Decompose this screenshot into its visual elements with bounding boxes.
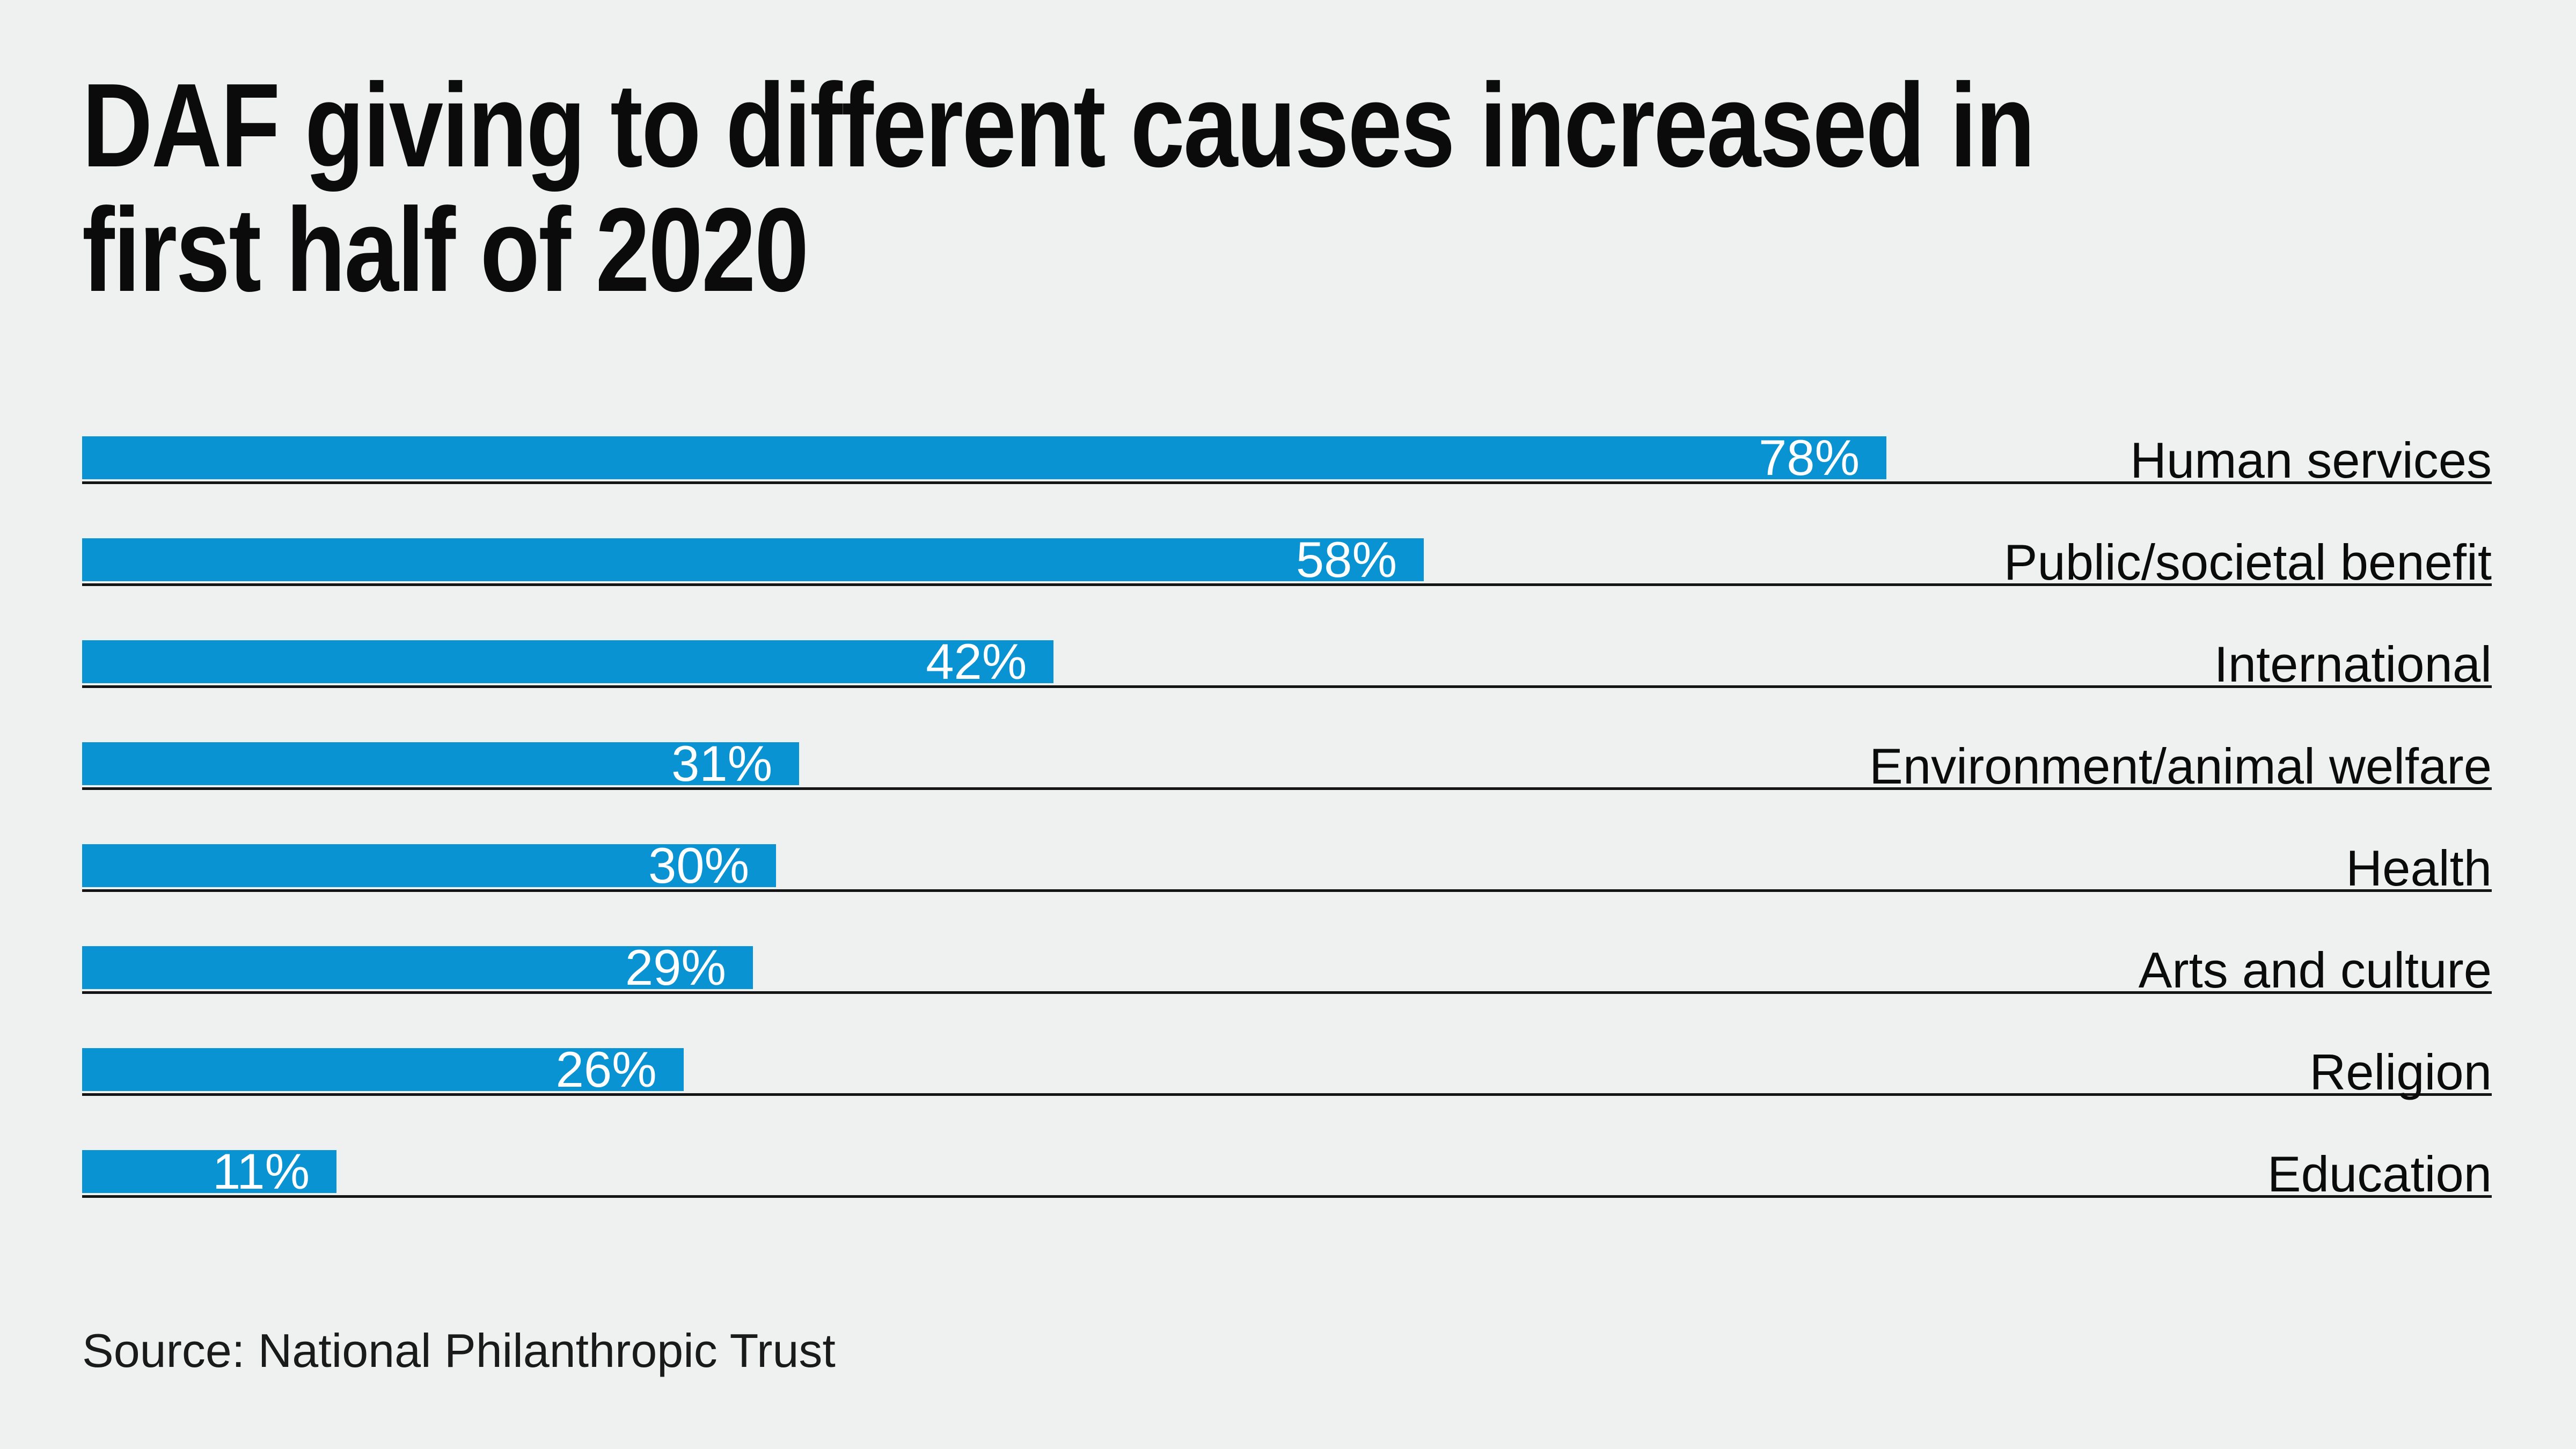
bar-health: 30% [82, 837, 777, 894]
bar-row-health: 30% Health [82, 837, 2492, 896]
bar-row-religion: 26% Religion [82, 1041, 2492, 1100]
value-label: 30% [648, 837, 750, 894]
bar-arts-and-culture: 29% [82, 939, 753, 996]
value-label: 42% [926, 633, 1027, 690]
row-underline [82, 481, 2492, 484]
category-label: Education [2267, 1146, 2492, 1202]
chart-title-line-2: first half of 2020 [82, 184, 809, 317]
row-underline [82, 889, 2492, 892]
value-label: 78% [1758, 429, 1860, 486]
row-underline [82, 787, 2492, 790]
category-label: Health [2346, 840, 2492, 896]
source-note: Source: National Philanthropic Trust [82, 1324, 836, 1377]
chart-title-line-1: DAF giving to different causes increased… [82, 59, 2035, 192]
bar-row-environment-animal-welfare: 31% Environment/animal welfare [82, 735, 2492, 794]
bar-row-international: 42% International [82, 633, 2492, 692]
value-label: 58% [1296, 531, 1397, 588]
bar-row-public-societal-benefit: 58% Public/societal benefit [82, 531, 2492, 590]
bar-human-services: 78% [82, 429, 1887, 486]
value-label: 11% [212, 1143, 310, 1199]
category-label: Religion [2309, 1044, 2492, 1100]
bar-religion: 26% [82, 1041, 684, 1097]
bar-row-arts-and-culture: 29% Arts and culture [82, 939, 2492, 998]
category-label: Arts and culture [2138, 942, 2492, 998]
category-label: Public/societal benefit [2003, 534, 2492, 590]
bar-chart: 78% Human services 58% Public/societal b… [82, 429, 2492, 1202]
chart-title: DAF giving to different causes increased… [82, 63, 2035, 312]
row-underline [82, 1093, 2492, 1096]
row-underline [82, 583, 2492, 586]
bar-row-human-services: 78% Human services [82, 429, 2492, 488]
row-underline [82, 991, 2492, 994]
bar-public-societal-benefit: 58% [82, 531, 1424, 588]
bar-international: 42% [82, 633, 1054, 690]
category-label: Human services [2130, 432, 2492, 488]
value-label: 29% [625, 939, 727, 996]
category-label: Environment/animal welfare [1869, 738, 2492, 794]
bar-education: 11% [82, 1143, 337, 1199]
bar-row-education: 11% Education [82, 1143, 2492, 1202]
row-underline [82, 685, 2492, 688]
value-label: 26% [555, 1041, 657, 1097]
value-label: 31% [671, 735, 773, 792]
bar-environment-animal-welfare: 31% [82, 735, 800, 792]
category-label: International [2214, 636, 2492, 692]
row-underline [82, 1195, 2492, 1198]
